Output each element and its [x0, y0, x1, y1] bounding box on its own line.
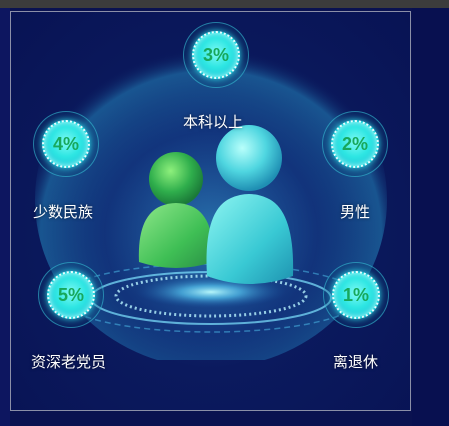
stat-value-senior-member: 5% [57, 284, 84, 305]
stat-badge-bachelor: 3% [183, 22, 249, 88]
stat-badge-senior-member: 5% [38, 262, 104, 328]
stat-badge-male: 2% [322, 111, 388, 177]
stat-value-minority: 4% [52, 133, 79, 154]
platform-glow [136, 276, 286, 308]
stat-badge-retired: 1% [323, 262, 389, 328]
stat-value-bachelor: 3% [202, 44, 229, 65]
stat-label-bachelor: 本科以上 [183, 113, 244, 131]
stats-panel: 3% 本科以上 4% 少数民族 2% 男性 5% 资深老党员 1% 离退休 [10, 11, 411, 411]
right-background-area [412, 8, 449, 426]
stat-value-retired: 1% [342, 284, 369, 305]
stat-label-retired: 离退休 [333, 353, 379, 371]
stat-label-senior-member: 资深老党员 [31, 353, 107, 371]
stat-badge-minority: 4% [33, 111, 99, 177]
window-top-bar [0, 0, 449, 8]
green-person-icon [138, 152, 214, 268]
stat-label-minority: 少数民族 [33, 203, 94, 221]
stat-value-male: 2% [341, 133, 368, 154]
stat-label-male: 男性 [340, 203, 371, 221]
cyan-person-icon [206, 125, 294, 284]
dome-bubble [35, 32, 387, 360]
people-dome-illustration [35, 32, 387, 360]
left-edge-strip [0, 8, 10, 426]
